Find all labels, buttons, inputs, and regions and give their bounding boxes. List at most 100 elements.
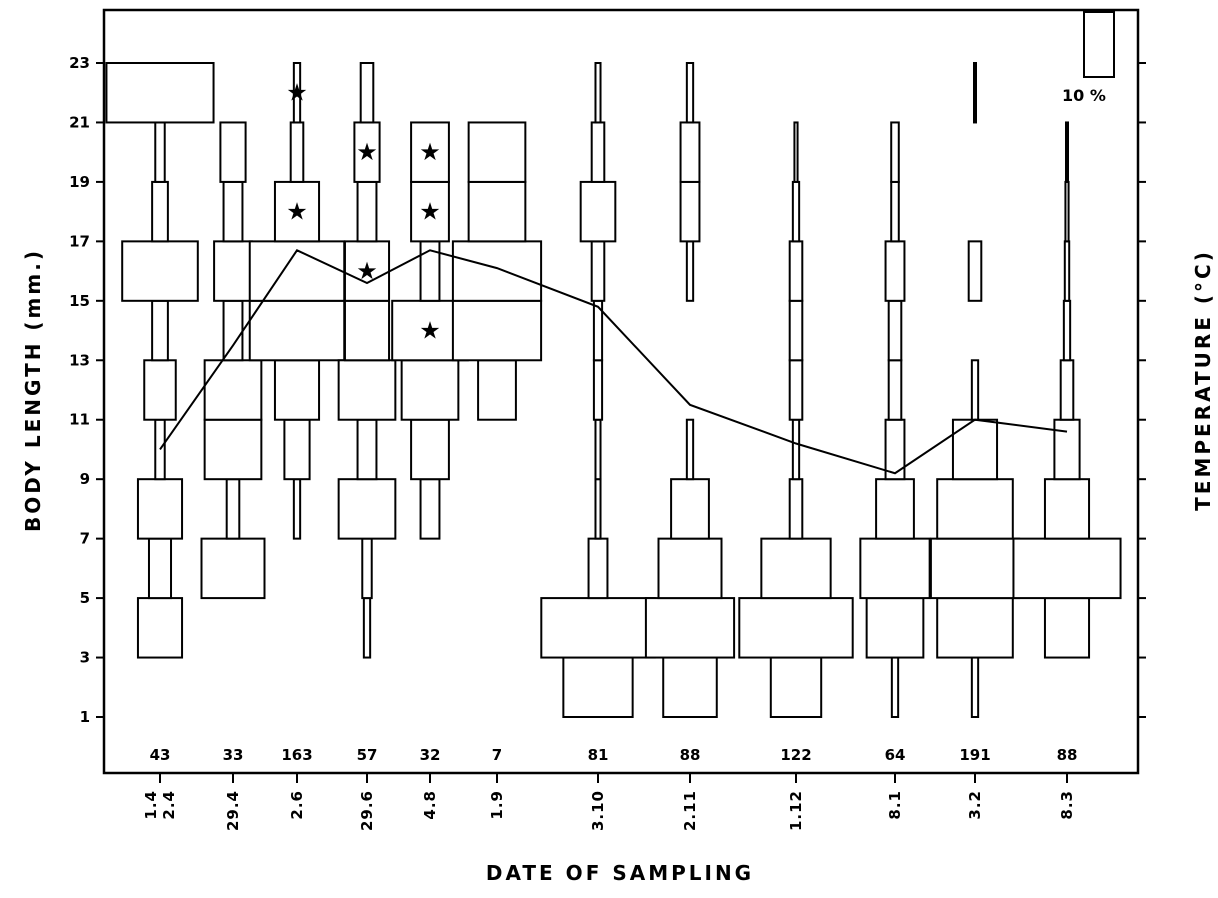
kite-bar xyxy=(887,359,903,421)
kite-bar xyxy=(1059,359,1075,421)
star-marker: ★ xyxy=(356,138,378,166)
kite-bar xyxy=(151,299,169,362)
kite-bar xyxy=(1064,180,1070,243)
kite-bar xyxy=(248,299,346,362)
x-axis-date-labels: 1.4 2.4 29.4 2.6 29.6 4.8 1.9 3.10 2.11 1.12 8.1 3.… xyxy=(142,790,1076,831)
kite-bar xyxy=(679,121,701,183)
kite-bar xyxy=(477,359,517,421)
y-tick-label: 19 xyxy=(69,173,90,191)
kite-bar xyxy=(1012,537,1122,600)
temperature-line xyxy=(159,249,1068,475)
kite-bar xyxy=(967,240,983,302)
date-label: 1.9 xyxy=(488,790,506,820)
kite-bar xyxy=(203,418,263,481)
kite-bar xyxy=(200,537,266,600)
kite-bar xyxy=(540,597,656,659)
kite-bar xyxy=(644,597,736,659)
y-tick-label: 5 xyxy=(80,589,90,607)
date-label: 3.2 xyxy=(966,790,984,820)
scale-box xyxy=(1083,11,1115,78)
y-tick-label: 15 xyxy=(69,292,90,310)
y-tick-label: 23 xyxy=(69,54,90,72)
sample-size-label: 7 xyxy=(492,746,502,764)
y-tick-label: 17 xyxy=(69,232,90,250)
date-label: 3.10 xyxy=(589,790,607,831)
kite-bar xyxy=(791,180,801,243)
date-label: 8.3 xyxy=(1058,790,1076,820)
kite-bar xyxy=(662,656,718,719)
kite-bar xyxy=(594,478,602,540)
sample-size-label: 88 xyxy=(1057,746,1078,764)
y-tick-label: 13 xyxy=(69,351,90,369)
kite-bar xyxy=(592,359,604,421)
y-tick-label: 3 xyxy=(80,649,90,667)
kite-bar xyxy=(410,121,450,183)
kite-bar xyxy=(793,121,799,183)
kite-bar xyxy=(685,240,695,302)
date-label: 29.6 xyxy=(358,790,376,831)
kite-bar xyxy=(579,180,617,243)
kite-bar xyxy=(105,62,215,124)
kite-bar xyxy=(1053,418,1081,481)
kite-bar xyxy=(769,656,823,719)
kite-bar xyxy=(337,478,397,540)
kite-bar xyxy=(292,62,302,124)
sample-size-label: 191 xyxy=(959,746,990,764)
kite-bar xyxy=(143,359,177,421)
sample-size-label: 64 xyxy=(885,746,906,764)
kite-bar xyxy=(343,240,391,302)
sample-size-label: 33 xyxy=(223,746,244,764)
kite-bar xyxy=(791,418,801,481)
kite-bar xyxy=(679,180,701,243)
kite-bar xyxy=(788,240,804,302)
y2-axis-title: TEMPERATURE (°C) xyxy=(1191,249,1215,511)
kite-bar xyxy=(136,597,184,659)
kite-bar xyxy=(1063,240,1071,302)
kite-bar xyxy=(451,240,543,302)
kite-bar xyxy=(273,180,321,243)
kite-bar xyxy=(890,656,900,719)
kite-bar xyxy=(590,240,606,302)
y-tick-label: 21 xyxy=(69,113,90,131)
kite-bar xyxy=(283,418,311,481)
kite-bar xyxy=(760,537,832,600)
kite-bar xyxy=(1043,478,1091,540)
kite-bar xyxy=(973,62,977,124)
kite-bar xyxy=(685,418,695,481)
kite-bar xyxy=(936,597,1014,659)
kite-bar xyxy=(359,62,375,124)
scale-legend: 10 % xyxy=(1062,11,1115,105)
star-marker: ★ xyxy=(419,138,441,166)
sample-size-label: 32 xyxy=(420,746,441,764)
star-marker: ★ xyxy=(419,317,441,345)
kite-bar xyxy=(353,121,381,183)
kite-bar xyxy=(356,418,378,481)
kite-bar xyxy=(685,62,695,124)
kite-bar xyxy=(356,180,378,243)
kite-bar xyxy=(884,240,906,302)
plot-frame xyxy=(102,8,1140,775)
kite-bar xyxy=(419,478,441,540)
kite-bar xyxy=(289,121,305,183)
x-axis-title: DATE OF SAMPLING xyxy=(486,861,754,885)
date-label: 2.4 xyxy=(160,790,178,820)
star-markers: ★ ★ ★ ★ ★ ★ ★ xyxy=(286,79,441,345)
y-tick-label: 11 xyxy=(69,411,90,429)
kite-bar xyxy=(410,180,450,243)
kite-bar xyxy=(890,180,900,243)
kite-bars xyxy=(105,62,1122,719)
kite-bar xyxy=(151,180,169,243)
x-axis-ticks xyxy=(159,773,1068,783)
kite-bar xyxy=(222,299,244,362)
y-tick-label: 1 xyxy=(80,708,90,726)
kite-bar xyxy=(154,121,166,183)
kite-bar xyxy=(788,478,804,540)
kite-bar xyxy=(970,656,980,719)
sample-size-label: 57 xyxy=(357,746,378,764)
kite-bar xyxy=(929,537,1021,600)
kite-bar xyxy=(213,240,253,302)
kite-bar xyxy=(203,359,263,421)
y-tick-label: 7 xyxy=(80,530,90,548)
